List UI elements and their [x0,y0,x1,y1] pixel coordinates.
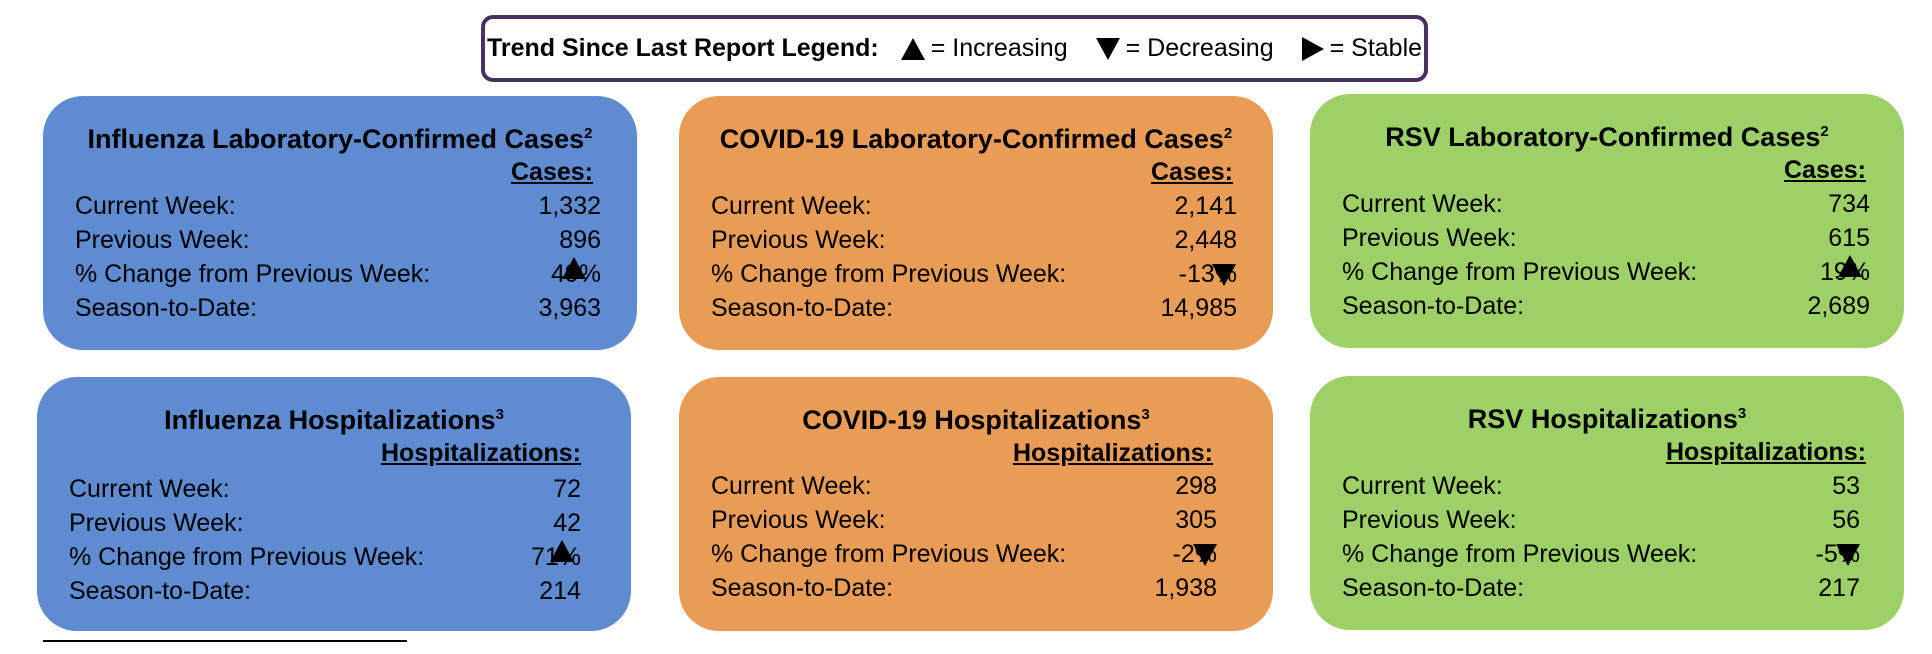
row-label-current-week: Current Week: [711,472,872,500]
row-label-season-to-date: Season-to-Date: [75,294,258,322]
value-season-to-date: 3,963 [538,294,601,322]
footnote-marker: 2 [584,125,593,142]
triangle-down-icon [1095,37,1120,60]
card-influenza-hospitalizations: Influenza Hospitalizations3 Hospitalizat… [37,377,631,631]
row-label-current-week: Current Week: [69,475,230,503]
row-label-pct-change: % Change from Previous Week: [75,260,431,288]
footnote-marker: 3 [1737,405,1747,422]
row-label-season-to-date: Season-to-Date: [711,574,894,602]
legend-increasing-label: = Increasing [930,34,1068,62]
card-title: COVID-19 Laboratory-Confirmed Cases2 [719,124,1233,154]
value-current-week: 734 [1828,190,1870,218]
value-current-week: 298 [1175,472,1217,500]
column-header: Cases: [1151,158,1233,186]
card-covid-cases: COVID-19 Laboratory-Confirmed Cases2 Cas… [679,96,1273,350]
column-header: Cases: [1784,156,1866,184]
value-current-week: 53 [1832,472,1860,500]
trend-increasing-icon [562,257,586,279]
trend-decreasing-icon [1836,544,1860,566]
legend-stable: = Stable [1301,34,1423,63]
trend-decreasing-icon [1193,544,1217,566]
row-label-current-week: Current Week: [1342,190,1503,218]
card-covid-hospitalizations: COVID-19 Hospitalizations3 Hospitalizati… [679,377,1273,631]
card-rsv-cases: RSV Laboratory-Confirmed Cases2 Cases: C… [1310,94,1904,348]
legend-decreasing-label: = Decreasing [1125,34,1274,62]
value-previous-week: 305 [1175,506,1217,534]
trend-increasing-icon [550,540,574,562]
value-current-week: 72 [553,475,581,503]
column-header: Hospitalizations: [1665,438,1866,466]
row-label-previous-week: Previous Week: [711,506,886,534]
column-header: Cases: [511,158,593,186]
legend-stable-label: = Stable [1329,34,1423,62]
value-previous-week: 896 [559,226,601,254]
trend-legend: Trend Since Last Report Legend: = Increa… [481,15,1428,82]
value-previous-week: 56 [1832,506,1860,534]
triangle-up-icon [900,37,925,60]
row-label-previous-week: Previous Week: [711,226,886,254]
card-title: Influenza Laboratory-Confirmed Cases2 [87,124,593,154]
row-label-season-to-date: Season-to-Date: [69,577,252,605]
card-title: RSV Hospitalizations3 [1467,404,1747,434]
legend-increasing: = Increasing [900,34,1068,63]
value-current-week: 1,332 [538,192,601,220]
value-pct-change: -13% [1178,260,1237,288]
row-label-pct-change: % Change from Previous Week: [69,543,425,571]
value-season-to-date: 2,689 [1807,292,1870,320]
row-label-season-to-date: Season-to-Date: [1342,292,1525,320]
row-label-current-week: Current Week: [75,192,236,220]
value-previous-week: 615 [1828,224,1870,252]
footnote-marker: 2 [1820,123,1829,140]
value-pct-change: -5% [1815,540,1860,568]
row-label-pct-change: % Change from Previous Week: [1342,258,1698,286]
card-title: RSV Laboratory-Confirmed Cases2 [1385,122,1829,152]
legend-decreasing: = Decreasing [1095,34,1274,63]
card-title: COVID-19 Hospitalizations3 [802,405,1150,435]
footnote-marker: 3 [1141,406,1150,423]
footnote-marker: 2 [1223,125,1233,142]
value-previous-week: 42 [553,509,581,537]
value-previous-week: 2,448 [1174,226,1237,254]
row-label-pct-change: % Change from Previous Week: [1342,540,1698,568]
row-label-current-week: Current Week: [1342,472,1503,500]
value-season-to-date: 214 [539,577,581,605]
row-label-current-week: Current Week: [711,192,872,220]
row-label-previous-week: Previous Week: [75,226,250,254]
card-title: Influenza Hospitalizations3 [164,405,504,435]
footnote-marker: 3 [495,406,504,423]
value-pct-change: -2% [1172,540,1217,568]
row-label-previous-week: Previous Week: [69,509,244,537]
value-season-to-date: 14,985 [1160,294,1237,322]
value-season-to-date: 217 [1818,574,1860,602]
row-label-season-to-date: Season-to-Date: [1342,574,1525,602]
row-label-previous-week: Previous Week: [1342,506,1517,534]
row-label-previous-week: Previous Week: [1342,224,1517,252]
card-influenza-cases: Influenza Laboratory-Confirmed Cases2 Ca… [43,96,637,350]
column-header: Hospitalizations: [1012,439,1213,467]
value-season-to-date: 1,938 [1154,574,1217,602]
trend-decreasing-icon [1212,264,1236,286]
column-header: Hospitalizations: [380,439,581,467]
card-rsv-hospitalizations: RSV Hospitalizations3 Hospitalizations: … [1310,376,1904,630]
value-current-week: 2,141 [1174,192,1237,220]
row-label-season-to-date: Season-to-Date: [711,294,894,322]
legend-title: Trend Since Last Report Legend: [486,34,879,62]
footnote-separator-line [43,640,407,642]
trend-increasing-icon [1838,255,1862,277]
row-label-pct-change: % Change from Previous Week: [711,540,1067,568]
row-label-pct-change: % Change from Previous Week: [711,260,1067,288]
triangle-right-icon [1301,36,1324,61]
